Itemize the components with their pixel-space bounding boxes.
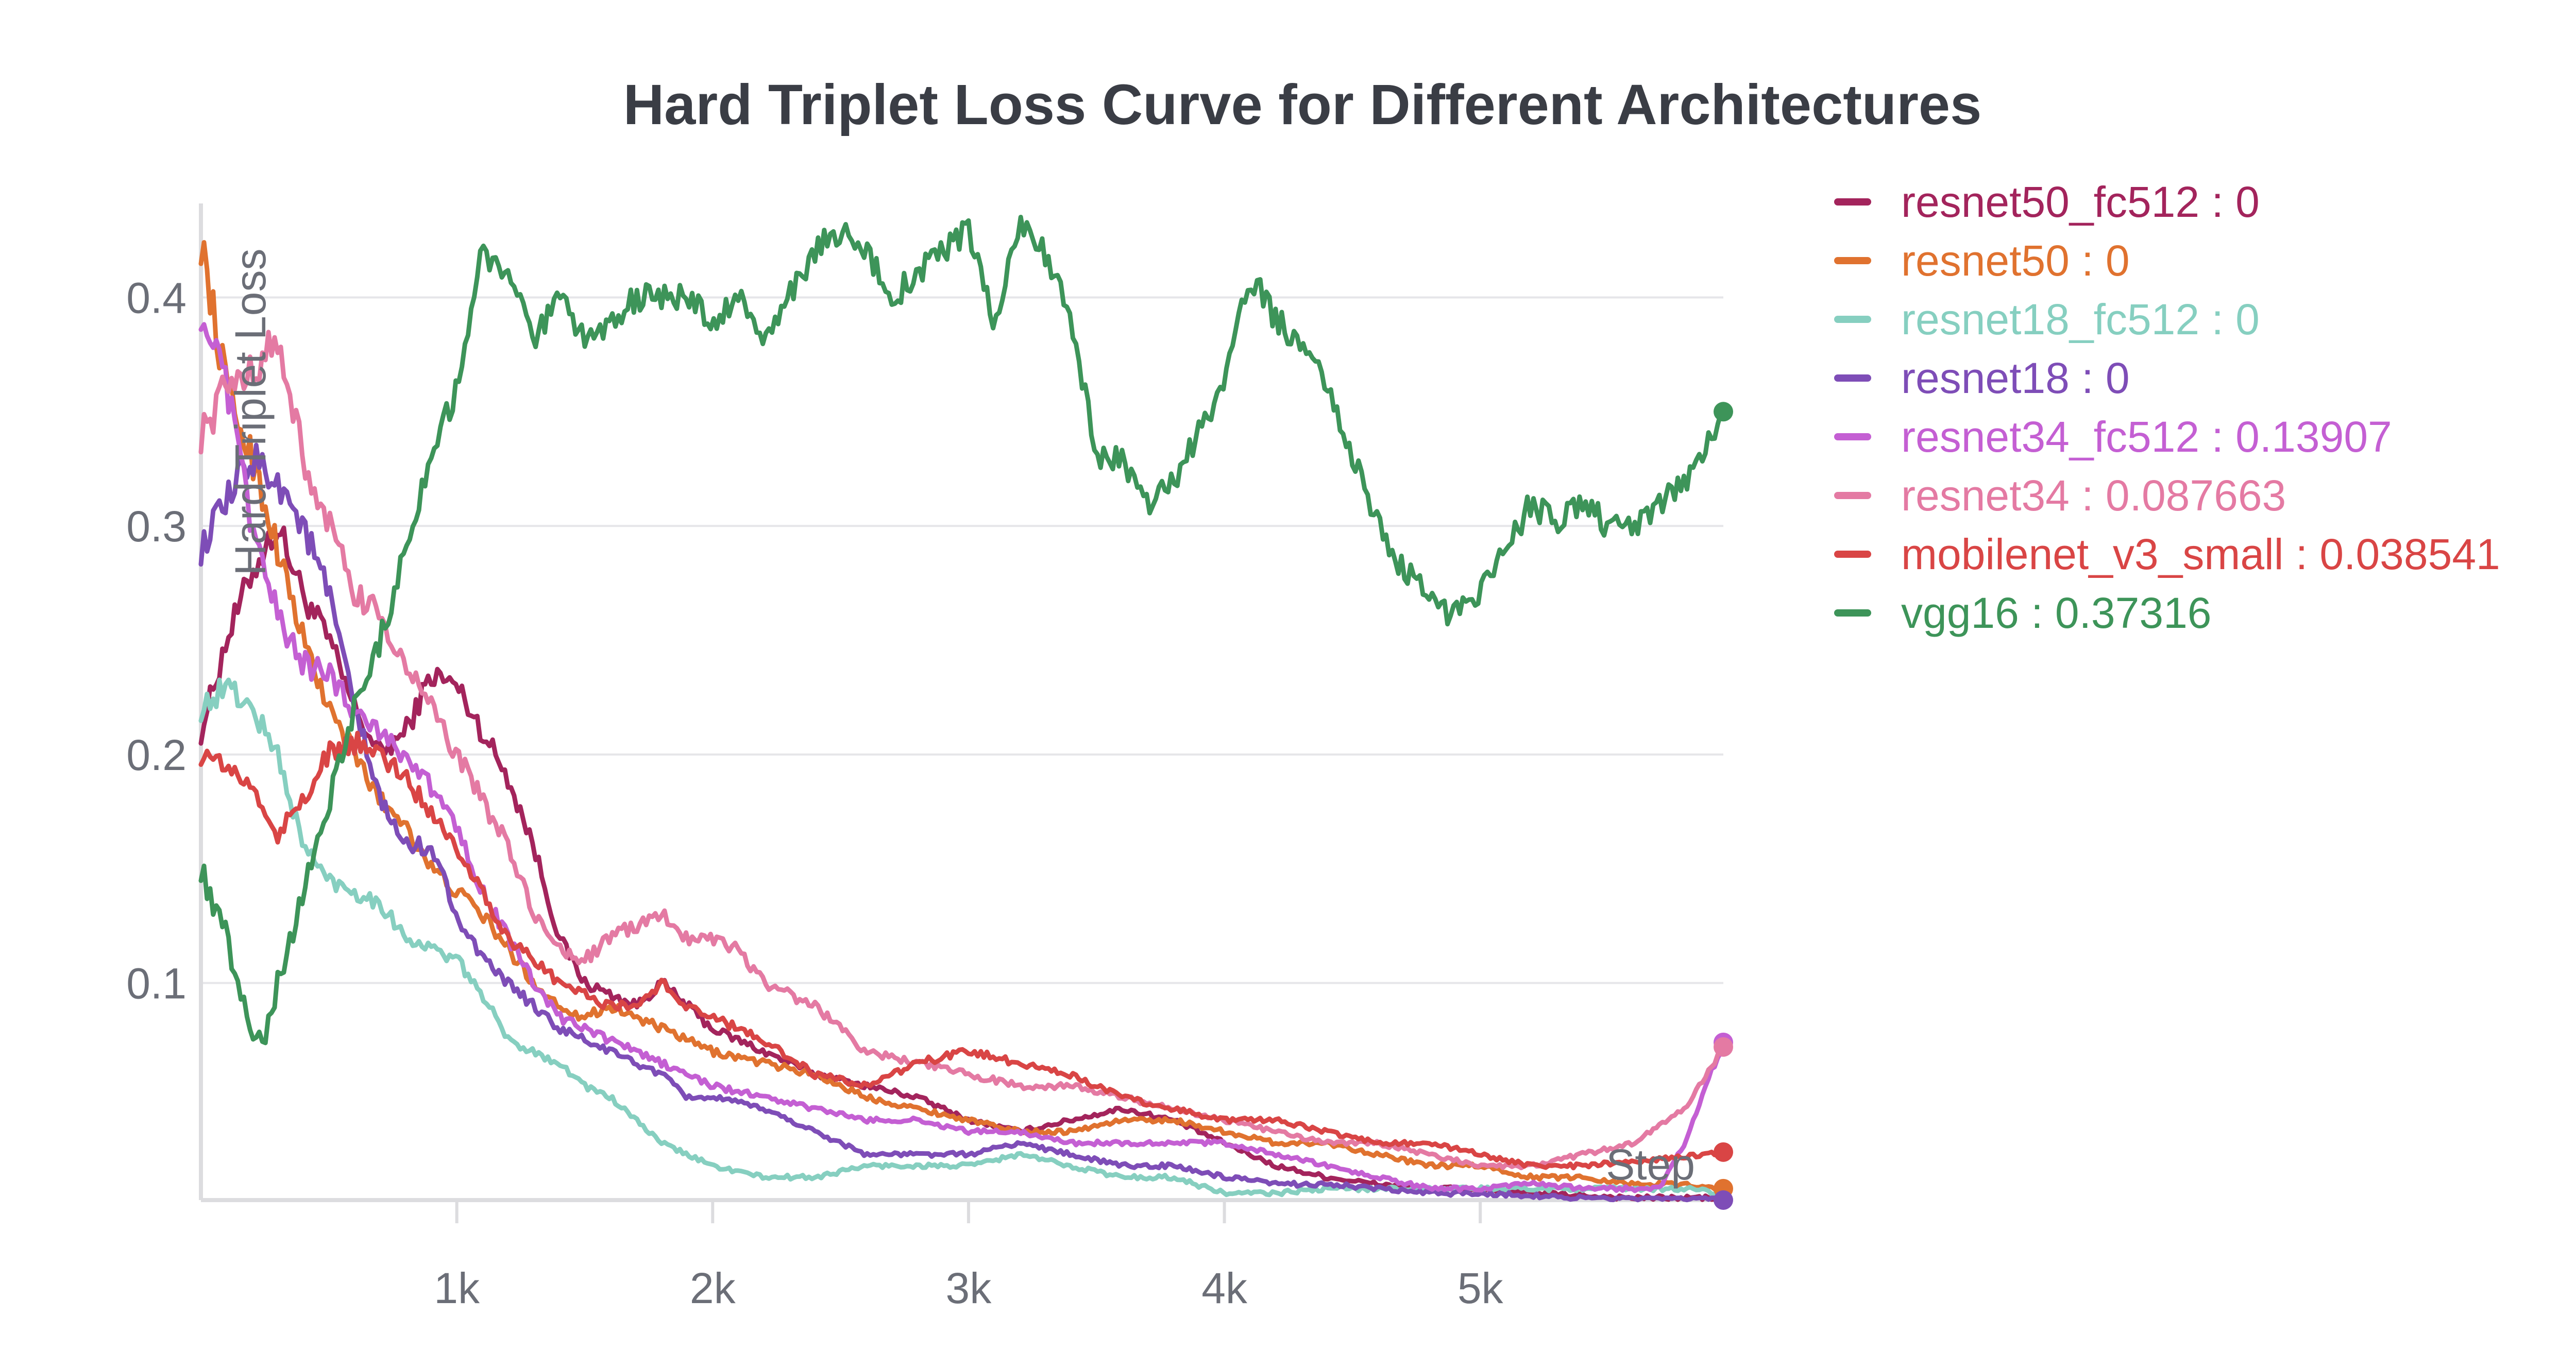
- x-tick-label: 5k: [1458, 1264, 1504, 1312]
- legend-label: resnet34_fc512 : 0.13907: [1901, 412, 2392, 461]
- chart-title: Hard Triplet Loss Curve for Different Ar…: [623, 73, 1982, 136]
- series-line-resnet50: [198, 240, 1723, 1192]
- end-marker-vgg16: [1714, 402, 1733, 422]
- series-lines: [198, 215, 1723, 1203]
- axis-labels: Hard Triplet Loss Step: [226, 249, 1695, 1189]
- legend-item-mobilenet-v3-small[interactable]: mobilenet_v3_small : 0.038541: [1834, 525, 2500, 584]
- y-tick-label: 0.2: [126, 731, 187, 779]
- legend-label: resnet18_fc512 : 0: [1901, 295, 2260, 344]
- y-tick-label: 0.4: [126, 273, 187, 322]
- end-marker-resnet34: [1714, 1037, 1733, 1057]
- legend-label: mobilenet_v3_small : 0.038541: [1901, 529, 2500, 578]
- x-axis-label: Step: [1606, 1140, 1695, 1189]
- legend-swatch: [1834, 374, 1871, 382]
- legend: resnet50_fc512 : 0 resnet50 : 0 resnet18_f…: [1834, 173, 2500, 642]
- legend-item-resnet34-fc512[interactable]: resnet34_fc512 : 0.13907: [1834, 407, 2500, 466]
- legend-item-resnet18-fc512[interactable]: resnet18_fc512 : 0: [1834, 290, 2500, 349]
- legend-swatch: [1834, 198, 1871, 206]
- legend-item-resnet18[interactable]: resnet18 : 0: [1834, 349, 2500, 407]
- legend-item-resnet34[interactable]: resnet34 : 0.087663: [1834, 466, 2500, 525]
- end-markers: [1714, 402, 1733, 1210]
- legend-label: resnet34 : 0.087663: [1901, 471, 2286, 520]
- series-line-resnet18: [198, 442, 1723, 1203]
- legend-swatch: [1834, 551, 1871, 558]
- legend-label: resnet18 : 0: [1901, 353, 2130, 402]
- legend-swatch: [1834, 257, 1871, 264]
- x-tick-label: 1k: [434, 1264, 480, 1312]
- legend-label: resnet50 : 0: [1901, 236, 2130, 285]
- series-line-resnet34-fc512: [198, 322, 1723, 1193]
- legend-item-resnet50[interactable]: resnet50 : 0: [1834, 231, 2500, 290]
- x-tick-label: 2k: [690, 1264, 736, 1312]
- series-line-vgg16: [198, 215, 1723, 1046]
- legend-swatch: [1834, 492, 1871, 499]
- x-tick-label: 3k: [946, 1264, 992, 1312]
- legend-swatch: [1834, 316, 1871, 323]
- series-line-resnet34: [198, 330, 1723, 1170]
- axes: 0.1 0.2 0.3 0.4 1k 2k 3k 4k 5k: [126, 203, 1723, 1312]
- legend-swatch: [1834, 609, 1871, 617]
- y-tick-label: 0.1: [126, 960, 187, 1008]
- end-marker-mobilenet-v3-small: [1714, 1142, 1733, 1162]
- end-marker-resnet18: [1714, 1190, 1733, 1210]
- x-tick-label: 4k: [1201, 1264, 1248, 1312]
- legend-item-vgg16[interactable]: vgg16 : 0.37316: [1834, 584, 2500, 642]
- grid-lines: [201, 296, 1723, 984]
- y-tick-label: 0.3: [126, 502, 187, 551]
- legend-label: vgg16 : 0.37316: [1901, 588, 2212, 637]
- legend-swatch: [1834, 433, 1871, 440]
- series-line-mobilenet-v3-small: [198, 730, 1723, 1171]
- legend-item-resnet50-fc512[interactable]: resnet50_fc512 : 0: [1834, 173, 2500, 231]
- legend-label: resnet50_fc512 : 0: [1901, 177, 2260, 226]
- y-axis-label: Hard Triplet Loss: [226, 249, 275, 576]
